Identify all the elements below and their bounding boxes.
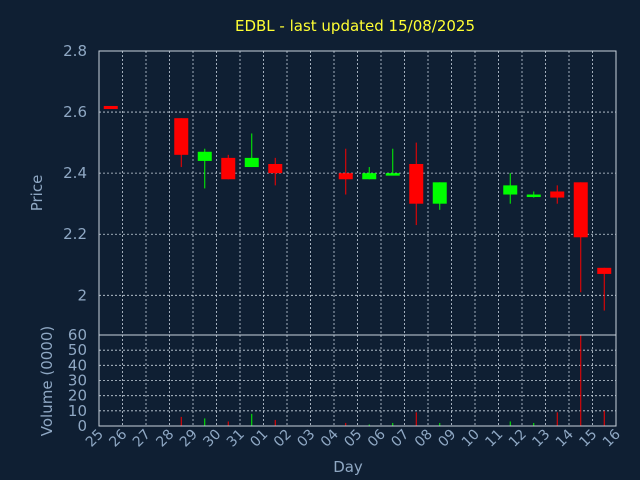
volume-panel-frame bbox=[98, 334, 617, 427]
price-tick-label: 2.2 bbox=[63, 225, 87, 243]
day-tick-label: 05 bbox=[341, 427, 365, 451]
candle-body bbox=[103, 105, 118, 110]
volume-grid bbox=[98, 334, 617, 427]
candle-body bbox=[385, 173, 400, 176]
candle-body bbox=[550, 191, 565, 198]
volume-tick-label: 0 bbox=[77, 417, 87, 435]
candlestick-series bbox=[103, 105, 612, 311]
volume-tick-label: 40 bbox=[68, 356, 87, 374]
volume-series bbox=[180, 335, 605, 426]
day-tick-label: 27 bbox=[130, 427, 154, 451]
day-tick-label: 04 bbox=[318, 426, 342, 450]
candle-body bbox=[573, 182, 588, 238]
volume-axis-label: Volume (0000) bbox=[38, 326, 56, 436]
candle-body bbox=[338, 173, 353, 180]
candle-body bbox=[244, 157, 259, 168]
candle-body bbox=[526, 194, 541, 198]
day-tick-label: 07 bbox=[388, 427, 412, 451]
day-tick-label: 13 bbox=[529, 427, 553, 451]
volume-tick-label: 10 bbox=[68, 402, 87, 420]
price-tick-label: 2.4 bbox=[63, 164, 87, 182]
price-axis: 2.8 2.6 2.4 2.2 2 bbox=[63, 42, 87, 304]
price-tick-label: 2.8 bbox=[63, 42, 87, 60]
day-tick-label: 14 bbox=[553, 426, 577, 450]
day-tick-label: 09 bbox=[435, 427, 459, 451]
day-tick-label: 28 bbox=[153, 427, 177, 451]
volume-tick-label: 20 bbox=[68, 387, 87, 405]
candle-body bbox=[597, 267, 612, 274]
volume-tick-label: 30 bbox=[68, 372, 87, 390]
day-tick-label: 02 bbox=[271, 427, 295, 451]
chart-title: EDBL - last updated 15/08/2025 bbox=[235, 17, 475, 35]
day-tick-label: 29 bbox=[177, 427, 201, 451]
candle-body bbox=[174, 118, 189, 155]
day-tick-label: 12 bbox=[506, 427, 530, 451]
day-tick-label: 10 bbox=[459, 427, 483, 451]
day-axis-label: Day bbox=[333, 458, 363, 476]
day-axis: 25 26 27 28 29 30 31 01 02 03 04 05 06 07 08 09 10 11 12 13… bbox=[83, 426, 624, 450]
day-tick-label: 26 bbox=[106, 426, 130, 450]
day-tick-label: 15 bbox=[576, 427, 600, 451]
day-tick-label: 03 bbox=[294, 427, 318, 451]
price-grid bbox=[98, 50, 617, 335]
price-tick-label: 2 bbox=[77, 286, 87, 304]
candle-body bbox=[268, 163, 283, 174]
day-tick-label: 11 bbox=[482, 427, 506, 451]
volume-tick-label: 50 bbox=[68, 341, 87, 359]
day-tick-label: 01 bbox=[247, 427, 271, 451]
candle-body bbox=[432, 182, 447, 204]
candle-body bbox=[197, 151, 212, 161]
day-tick-label: 08 bbox=[412, 427, 436, 451]
candle-body bbox=[409, 163, 424, 204]
price-tick-label: 2.6 bbox=[63, 103, 87, 121]
candle-body bbox=[221, 157, 236, 180]
candle-body bbox=[503, 185, 518, 195]
day-tick-label: 06 bbox=[365, 426, 389, 450]
volume-tick-label: 60 bbox=[68, 326, 87, 344]
price-axis-label: Price bbox=[28, 175, 46, 212]
candle-body bbox=[362, 173, 377, 180]
day-tick-label: 30 bbox=[200, 427, 224, 451]
day-tick-label: 31 bbox=[224, 427, 248, 451]
day-tick-label: 16 bbox=[600, 426, 624, 450]
